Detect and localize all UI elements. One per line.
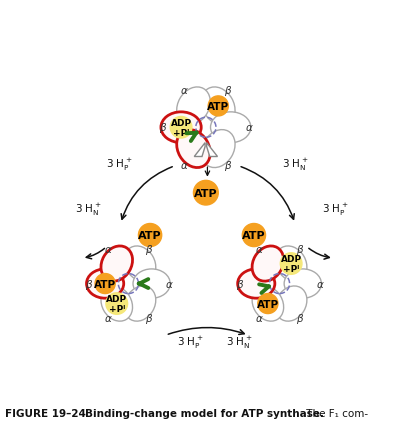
Text: 3 $\mathregular{H_P^+}$: 3 $\mathregular{H_P^+}$ [177, 334, 204, 350]
Text: α: α [316, 279, 323, 289]
Text: ATP: ATP [242, 230, 266, 240]
Text: The F₁ com-: The F₁ com- [303, 409, 368, 418]
Circle shape [258, 294, 278, 314]
Text: β: β [224, 86, 231, 96]
Circle shape [208, 97, 228, 117]
Polygon shape [194, 143, 205, 157]
Text: α: α [105, 244, 112, 254]
Ellipse shape [238, 269, 275, 299]
Text: β: β [145, 244, 152, 254]
Ellipse shape [201, 130, 235, 168]
Ellipse shape [201, 88, 235, 126]
Text: α: α [165, 279, 172, 289]
Text: α: α [246, 123, 253, 133]
Ellipse shape [124, 286, 156, 321]
Ellipse shape [252, 246, 284, 282]
Circle shape [193, 181, 218, 205]
Circle shape [106, 293, 128, 314]
Text: α: α [256, 244, 263, 254]
Text: ATP: ATP [207, 102, 229, 112]
Ellipse shape [284, 269, 322, 299]
Ellipse shape [161, 112, 201, 143]
Text: β: β [296, 314, 303, 323]
Text: α: α [181, 160, 188, 170]
Text: ADP
+Pᴵ: ADP +Pᴵ [280, 254, 302, 273]
Polygon shape [207, 143, 217, 157]
Text: ADP
+Pᴵ: ADP +Pᴵ [106, 294, 127, 314]
Ellipse shape [133, 269, 170, 299]
Ellipse shape [101, 286, 133, 321]
Text: ATP: ATP [138, 230, 162, 240]
Ellipse shape [177, 130, 210, 168]
Text: Binding-change model for ATP synthase.: Binding-change model for ATP synthase. [85, 409, 324, 418]
Ellipse shape [252, 286, 284, 321]
Text: 3 $\mathregular{H_P^+}$: 3 $\mathregular{H_P^+}$ [106, 157, 132, 173]
Text: FIGURE 19–24: FIGURE 19–24 [5, 409, 86, 418]
Text: ATP: ATP [94, 279, 116, 289]
Text: ATP: ATP [257, 299, 279, 309]
Text: α: α [105, 314, 112, 323]
Circle shape [170, 117, 192, 139]
Ellipse shape [210, 112, 251, 143]
Text: β: β [145, 314, 152, 323]
Text: ATP: ATP [194, 188, 218, 198]
Text: α: α [181, 86, 188, 96]
Text: β: β [85, 279, 92, 289]
Text: 3 $\mathregular{H_P^+}$: 3 $\mathregular{H_P^+}$ [322, 201, 348, 217]
Circle shape [280, 253, 302, 275]
Ellipse shape [276, 286, 307, 321]
Ellipse shape [276, 246, 307, 282]
Text: 3 $\mathregular{H_N^+}$: 3 $\mathregular{H_N^+}$ [226, 334, 252, 350]
Text: 3 $\mathregular{H_N^+}$: 3 $\mathregular{H_N^+}$ [75, 201, 101, 217]
Text: ADP
+Pᴵ: ADP +Pᴵ [171, 118, 192, 138]
Ellipse shape [124, 246, 156, 282]
Ellipse shape [87, 269, 124, 299]
Ellipse shape [177, 88, 210, 126]
Circle shape [95, 274, 115, 294]
Ellipse shape [101, 246, 133, 282]
Text: β: β [159, 123, 166, 133]
Circle shape [242, 224, 265, 247]
Text: β: β [224, 160, 231, 170]
Text: β: β [296, 244, 303, 254]
Text: β: β [236, 279, 243, 289]
Text: α: α [256, 314, 263, 323]
Circle shape [138, 224, 162, 247]
Text: 3 $\mathregular{H_N^+}$: 3 $\mathregular{H_N^+}$ [282, 157, 308, 173]
